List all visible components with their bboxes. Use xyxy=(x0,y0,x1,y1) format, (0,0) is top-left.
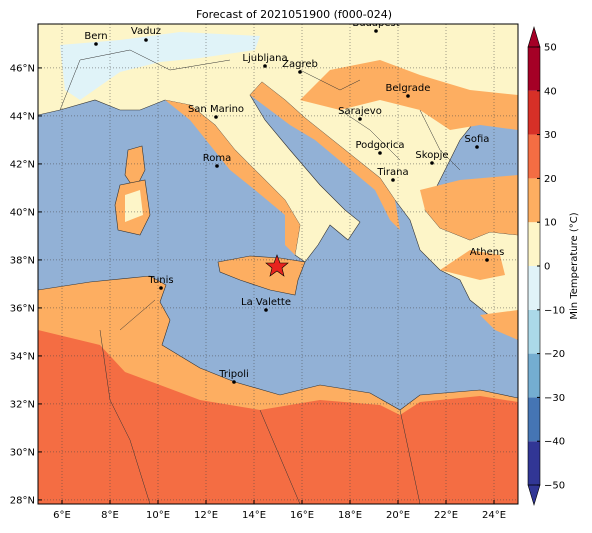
colorbar: −50 −40 −30 −20 −10 0 10 20 30 40 50 xyxy=(527,25,565,507)
title: Forecast of 2021051900 (f000-024) xyxy=(196,8,392,21)
city-label: Bern xyxy=(84,31,107,42)
colorbar-tick-label: 40 xyxy=(544,86,557,97)
colorbar-tick-label: 50 xyxy=(544,43,557,54)
map-frame xyxy=(37,23,519,505)
colorbar-tick-label: −40 xyxy=(544,437,565,448)
y-tick-label: 32°N xyxy=(10,399,35,410)
city-label: Podgorica xyxy=(355,140,404,151)
y-tick-label: 44°N xyxy=(10,111,35,122)
colorbar-segment xyxy=(528,309,540,354)
x-tick-label: 10°E xyxy=(146,510,170,521)
city-label: Skopje xyxy=(415,150,448,161)
colorbar-label: Min Temperature (°C) xyxy=(569,212,580,319)
city-label: Athens xyxy=(470,247,505,258)
colorbar-segment xyxy=(528,397,540,442)
colorbar-segment xyxy=(528,178,540,223)
colorbar-tick-label: 30 xyxy=(544,130,557,141)
colorbar-segment xyxy=(528,222,540,266)
city-label: La Valette xyxy=(241,297,291,308)
colorbar-tick-label: −30 xyxy=(544,393,565,404)
colorbar-tick-label: −10 xyxy=(544,305,565,316)
city-label: Ljubljana xyxy=(242,53,287,64)
colorbar-tick-label: 10 xyxy=(544,218,557,229)
city-label: Tirana xyxy=(376,167,408,178)
city-label: Budapest xyxy=(352,18,399,29)
city-label: Sarajevo xyxy=(338,106,382,117)
city-label: Tunis xyxy=(147,275,173,286)
colorbar-segment xyxy=(528,266,540,310)
colorbar-segment xyxy=(528,47,540,91)
colorbar-arrow-bottom xyxy=(527,484,541,507)
x-tick-label: 8°E xyxy=(101,510,119,521)
city-label: San Marino xyxy=(188,104,244,115)
x-tick-label: 22°E xyxy=(434,510,458,521)
city-label: Sofia xyxy=(465,134,490,145)
y-tick-label: 30°N xyxy=(10,447,35,458)
y-tick-label: 34°N xyxy=(10,351,35,362)
y-tick-label: 42°N xyxy=(10,159,35,170)
city-label: Vaduz xyxy=(131,26,161,37)
city-label: Belgrade xyxy=(386,83,431,94)
x-tick-label: 16°E xyxy=(290,510,314,521)
x-tick-label: 20°E xyxy=(386,510,410,521)
city-label: Tripoli xyxy=(218,369,249,380)
x-tick-label: 18°E xyxy=(338,510,362,521)
colorbar-tick-label: 20 xyxy=(544,174,557,185)
colorbar-segment xyxy=(528,90,540,135)
x-tick-label: 12°E xyxy=(194,510,218,521)
city-label: Zagreb xyxy=(282,59,318,70)
city-label: Roma xyxy=(203,153,232,164)
map-area: Bern Vaduz Budapest Ljubljana Zagreb Bel… xyxy=(38,18,518,504)
x-tick-label: 24°E xyxy=(482,510,506,521)
colorbar-tick-label: 0 xyxy=(544,262,550,273)
colorbar-tick-label: −50 xyxy=(544,481,565,492)
y-tick-label: 40°N xyxy=(10,207,35,218)
cities: Bern Vaduz Budapest Ljubljana Zagreb Bel… xyxy=(84,18,505,384)
colorbar-segment xyxy=(528,441,540,485)
y-tick-label: 28°N xyxy=(10,495,35,506)
x-tick-label: 6°E xyxy=(53,510,71,521)
x-tick-label: 14°E xyxy=(242,510,266,521)
station-star xyxy=(265,254,289,277)
y-tick-label: 38°N xyxy=(10,255,35,266)
colorbar-segment xyxy=(528,353,540,398)
colorbar-tick-label: −20 xyxy=(544,349,565,360)
y-tick-label: 36°N xyxy=(10,303,35,314)
colorbar-arrow-top xyxy=(527,25,541,48)
y-tick-label: 46°N xyxy=(10,63,35,74)
colorbar-segment xyxy=(528,134,540,179)
